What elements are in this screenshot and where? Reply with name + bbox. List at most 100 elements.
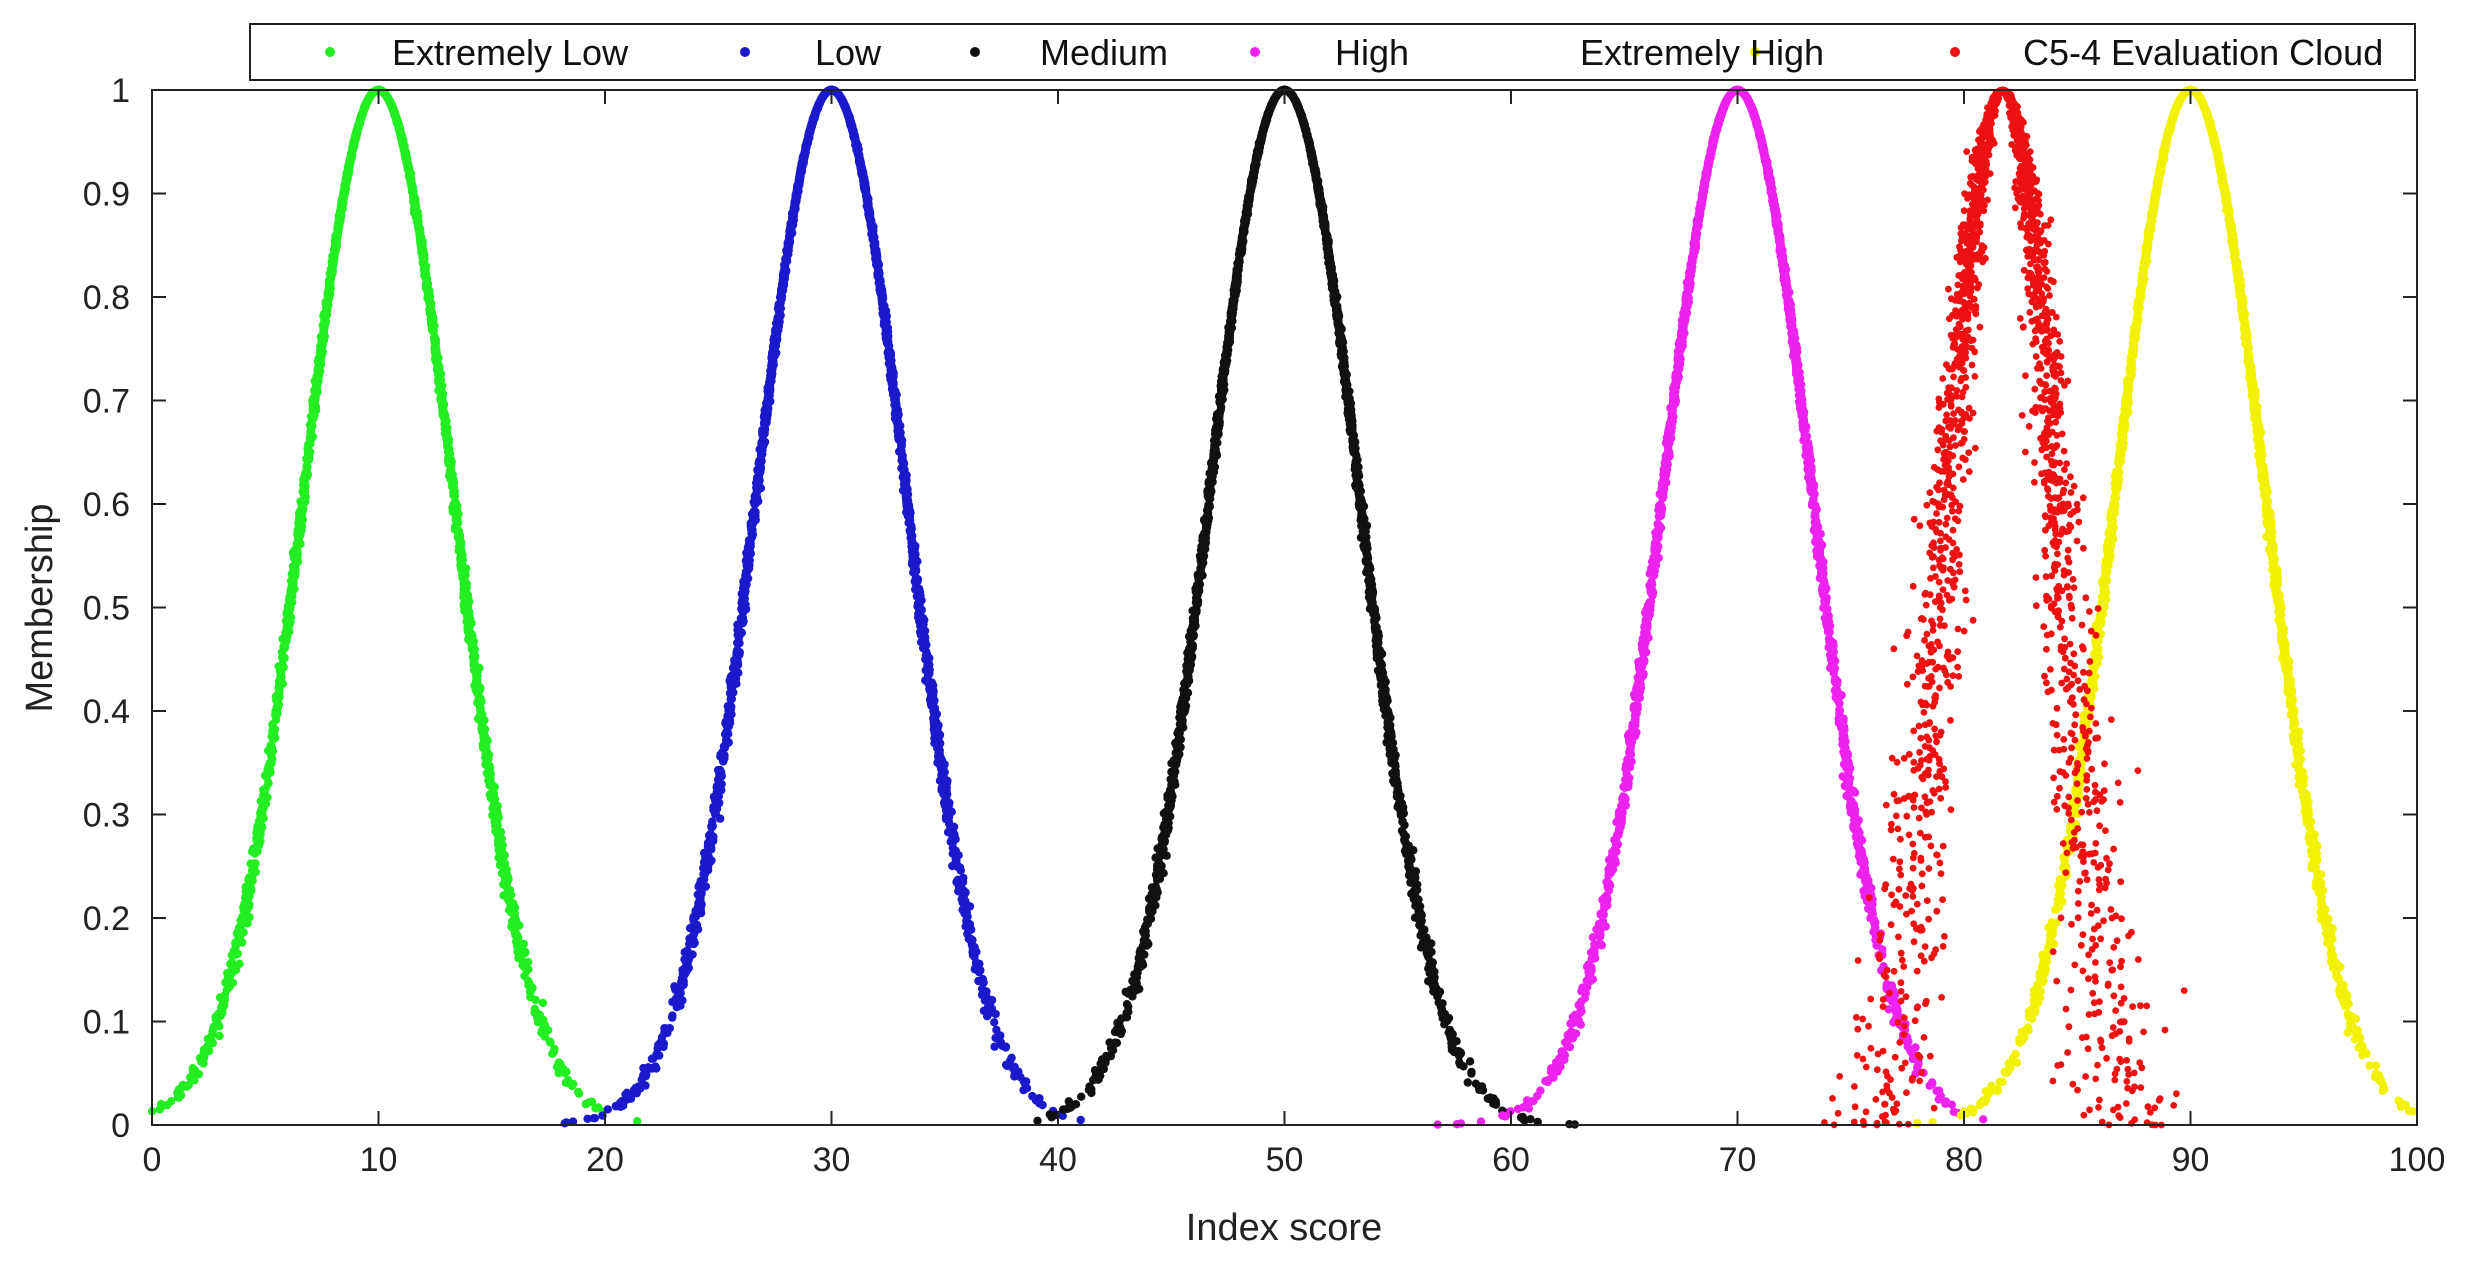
cloud-drop — [283, 626, 292, 635]
cloud-drop — [500, 859, 509, 868]
cloud-drop — [538, 998, 548, 1008]
cloud-drop — [464, 619, 473, 628]
cloud-drop — [275, 688, 284, 697]
cloud-drop — [513, 934, 522, 943]
cloud-drop — [476, 714, 486, 724]
cloud-drop — [266, 749, 276, 758]
cloud-drop — [488, 790, 497, 799]
cloud-drop — [299, 489, 308, 498]
cloud-drop — [1010, 1062, 1019, 1072]
cloud-drop — [293, 553, 302, 563]
cloud-drop — [587, 1097, 597, 1107]
cloud-drop — [308, 432, 317, 441]
cloud-drop — [209, 1023, 218, 1032]
cloud-drop — [283, 615, 292, 624]
cloud-drop — [308, 421, 317, 431]
cloud-drop — [267, 759, 276, 768]
cloud-drop — [290, 567, 299, 577]
cloud-drop — [633, 1117, 642, 1126]
cloud-drop — [246, 887, 256, 896]
cloud-drop — [434, 370, 443, 379]
series-extremely-low — [147, 85, 642, 1126]
cloud-drop — [288, 581, 297, 590]
cloud-drop — [279, 642, 288, 651]
cloud-drop — [155, 1105, 164, 1114]
cloud-drop — [323, 295, 332, 304]
cloud-drop — [548, 1048, 558, 1058]
cloud-drop — [296, 539, 305, 549]
cloud-drop — [328, 262, 338, 271]
cloud-drop — [513, 947, 522, 956]
cloud-drop — [246, 876, 255, 885]
cloud-drop — [447, 461, 456, 470]
cloud-drop — [494, 813, 503, 822]
plot-area — [147, 85, 2417, 1129]
cloud-drop — [251, 867, 260, 877]
cloud-drop — [453, 518, 463, 528]
cloud-drop — [260, 786, 269, 795]
cloud-drop — [262, 772, 271, 782]
cloud-drop — [304, 452, 313, 461]
cloud-drop — [336, 212, 345, 221]
cloud-drop — [574, 1089, 584, 1098]
cloud-drop — [518, 961, 527, 970]
cloud-drop — [325, 287, 334, 296]
cloud-drop — [526, 987, 535, 996]
cloud-drop — [417, 247, 426, 257]
cloud-drop — [494, 832, 504, 841]
cloud-drop — [326, 275, 335, 284]
cloud-drop — [438, 405, 447, 414]
cloud-drop — [270, 725, 280, 734]
cloud-drop — [1076, 1115, 1085, 1125]
cloud-drop — [189, 1067, 198, 1077]
cloud-drop — [309, 404, 319, 413]
cloud-drop — [990, 1018, 999, 1027]
cloud-drop — [430, 354, 440, 364]
cloud-drop — [200, 1044, 210, 1054]
cloud-drop — [507, 922, 516, 931]
cloud-drop — [285, 592, 294, 601]
cloud-drop — [1021, 1077, 1031, 1086]
cloud-drop — [182, 1082, 191, 1091]
cloud-drop — [357, 111, 366, 121]
cloud-drop — [481, 734, 490, 744]
data-points — [147, 85, 2417, 1129]
cloud-drop — [486, 774, 495, 783]
cloud-drop — [296, 524, 305, 533]
cloud-drop — [422, 278, 431, 287]
cloud-drop — [434, 386, 443, 395]
cloud-drop — [250, 849, 259, 858]
cloud-drop — [222, 985, 232, 994]
cloud-drop — [446, 475, 455, 484]
cloud-drop — [455, 538, 464, 547]
cloud-drop — [219, 998, 229, 1008]
cloud-drop — [583, 1114, 592, 1124]
cloud-drop — [531, 995, 540, 1005]
cloud-drop — [351, 133, 360, 142]
cloud-drop — [429, 334, 439, 343]
cloud-drop — [338, 194, 348, 203]
cloud-drop — [448, 483, 457, 492]
cloud-drop — [473, 698, 482, 707]
cloud-drop — [472, 678, 482, 687]
cloud-drop — [364, 94, 373, 103]
cloud-drop — [546, 1038, 555, 1047]
cloud-drop — [458, 556, 467, 565]
cloud-drop — [481, 760, 490, 769]
cloud-drop — [424, 290, 434, 299]
cloud-drop — [163, 1100, 172, 1110]
cloud-drop — [283, 606, 293, 616]
cloud-drop — [466, 638, 476, 648]
cloud-drop — [316, 332, 326, 342]
cloud-drop — [312, 381, 322, 390]
cloud-drop — [442, 424, 451, 433]
cloud-drop — [415, 231, 425, 240]
cloud-drop — [427, 308, 436, 318]
cloud-drop — [979, 1006, 989, 1015]
cloud-drop — [256, 797, 265, 806]
cloud-drop — [991, 1009, 1000, 1019]
cloud-drop — [472, 688, 482, 697]
cloud-drop — [405, 169, 415, 178]
